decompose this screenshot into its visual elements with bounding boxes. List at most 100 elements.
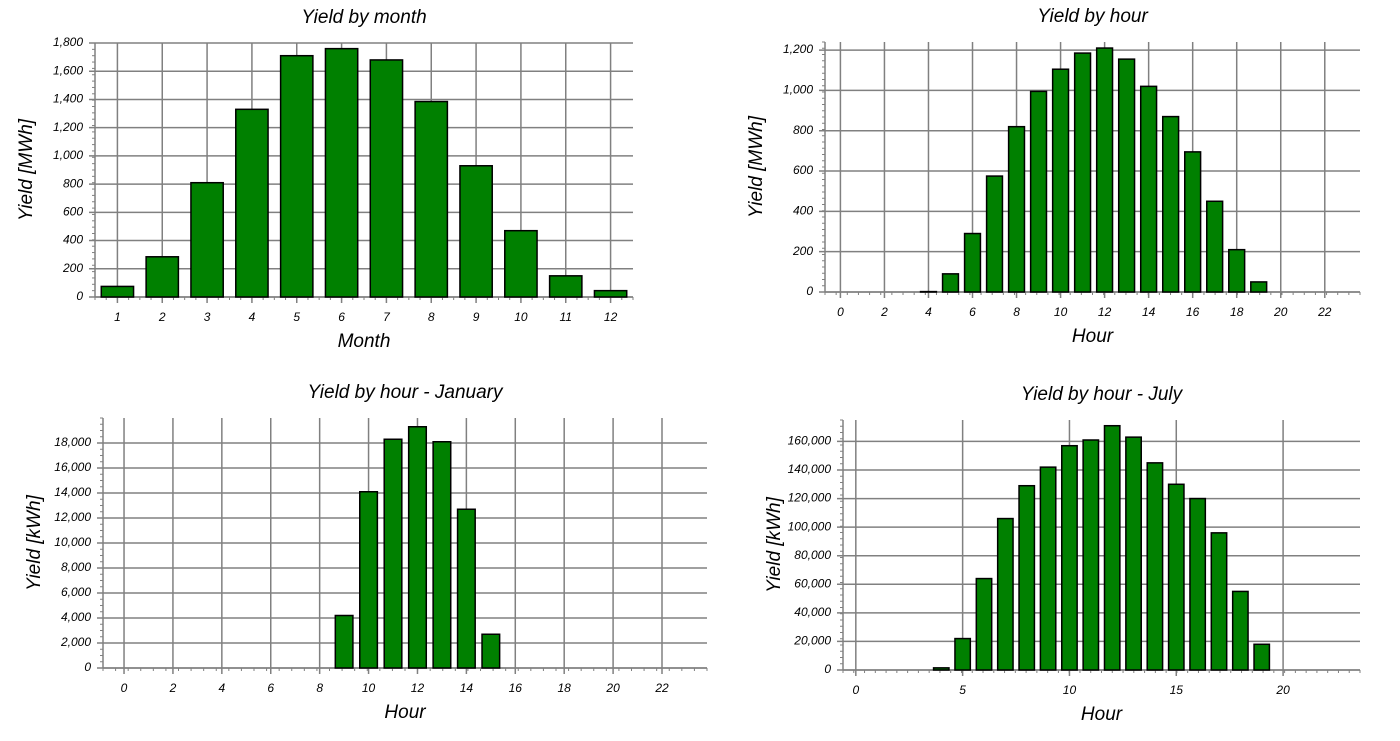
x-tick-label: 14 — [1142, 305, 1156, 319]
x-axis-label: Month — [338, 331, 391, 352]
y-tick-label: 140,000 — [788, 462, 832, 476]
bar — [1139, 85, 1158, 293]
y-tick-label: 400 — [793, 204, 813, 218]
x-tick-label: 6 — [267, 681, 274, 695]
x-tick-label: 8 — [1013, 305, 1020, 319]
y-tick-label: 0 — [84, 660, 91, 674]
y-tick-label: 1,200 — [783, 42, 813, 56]
x-tick-label: 4 — [218, 681, 225, 695]
x-tick-label: 7 — [383, 310, 391, 324]
bar — [334, 614, 354, 669]
bar — [1167, 483, 1185, 671]
x-tick-label: 12 — [411, 681, 425, 695]
y-tick-label: 600 — [63, 205, 83, 219]
y-axis-label: Yield [MWh] — [16, 118, 37, 221]
bar — [190, 181, 224, 298]
y-axis-label: Yield [MWh] — [746, 115, 767, 218]
bar — [1039, 466, 1057, 671]
y-axis-label: Yield [kWh] — [764, 496, 785, 592]
y-tick-label: 1,600 — [53, 63, 83, 77]
x-tick-label: 10 — [1054, 305, 1068, 319]
y-tick-label: 0 — [76, 289, 83, 303]
x-tick-label: 10 — [1063, 683, 1077, 697]
y-tick-label: 60,000 — [794, 576, 831, 590]
bar — [1117, 58, 1136, 293]
bar — [481, 633, 501, 669]
y-tick-label: 0 — [824, 662, 831, 676]
bar — [1018, 484, 1036, 671]
x-tick-label: 3 — [204, 310, 211, 324]
y-tick-label: 600 — [793, 163, 813, 177]
y-tick-label: 0 — [806, 284, 813, 298]
bar — [407, 426, 428, 669]
x-tick-label: 12 — [1098, 305, 1112, 319]
bar — [1206, 200, 1224, 293]
x-tick-label: 2 — [880, 305, 888, 319]
chart-title: Yield by hour - January — [307, 382, 504, 403]
x-tick-label: 0 — [852, 683, 859, 697]
y-tick-label: 160,000 — [788, 434, 832, 448]
y-tick-label: 100,000 — [788, 519, 832, 533]
x-tick-label: 22 — [654, 681, 669, 695]
x-tick-label: 1 — [114, 310, 121, 324]
y-tick-label: 200 — [792, 244, 813, 258]
bar — [383, 438, 403, 669]
bar — [1210, 532, 1228, 671]
bar — [1103, 424, 1121, 671]
x-tick-label: 9 — [473, 310, 480, 324]
x-axis-label: Hour — [384, 702, 426, 723]
x-axis-label: Hour — [1081, 704, 1123, 725]
bar — [100, 285, 135, 298]
x-tick-label: 2 — [169, 681, 177, 695]
bar — [459, 165, 493, 298]
y-tick-label: 4,000 — [61, 610, 91, 624]
x-tick-label: 20 — [605, 681, 620, 695]
y-tick-label: 18,000 — [54, 435, 91, 449]
y-tick-label: 80,000 — [794, 548, 831, 562]
x-tick-label: 6 — [338, 310, 345, 324]
x-tick-label: 5 — [959, 683, 966, 697]
bar — [1231, 590, 1249, 671]
y-tick-label: 1,000 — [53, 148, 83, 162]
y-tick-label: 800 — [793, 123, 813, 137]
bar — [432, 441, 452, 669]
y-tick-label: 20,000 — [793, 634, 831, 648]
y-tick-label: 12,000 — [54, 510, 91, 524]
bar — [504, 229, 538, 298]
x-tick-label: 20 — [1273, 305, 1288, 319]
bar — [975, 577, 993, 671]
x-tick-label: 8 — [428, 310, 435, 324]
x-tick-label: 16 — [1186, 305, 1200, 319]
bar — [1250, 281, 1268, 293]
bar — [1125, 436, 1142, 671]
y-tick-label: 1,200 — [53, 120, 83, 134]
x-tick-label: 14 — [460, 681, 474, 695]
bar — [145, 256, 180, 298]
bar — [954, 637, 972, 671]
bar — [1073, 52, 1092, 293]
x-tick-label: 20 — [1275, 683, 1290, 697]
y-tick-label: 400 — [63, 233, 83, 247]
chart-title: Yield by hour - July — [1021, 384, 1184, 405]
bar — [1161, 115, 1180, 293]
x-tick-label: 2 — [158, 310, 166, 324]
bar — [593, 289, 628, 298]
bar — [456, 508, 476, 669]
x-tick-label: 0 — [837, 305, 844, 319]
bar — [1095, 47, 1114, 293]
y-tick-label: 8,000 — [61, 560, 91, 574]
chart-title: Yield by hour — [1037, 6, 1148, 27]
y-tick-label: 1,400 — [53, 92, 83, 106]
y-tick-label: 1,800 — [53, 35, 83, 49]
y-tick-label: 16,000 — [54, 460, 91, 474]
y-axis-label: Yield [kWh] — [24, 494, 45, 590]
bar — [1189, 497, 1207, 671]
x-tick-label: 8 — [316, 681, 323, 695]
x-tick-label: 11 — [560, 310, 572, 324]
x-tick-label: 18 — [558, 681, 572, 695]
bar — [279, 54, 314, 298]
x-tick-label: 12 — [604, 310, 618, 324]
bar — [1051, 68, 1070, 293]
chart-title: Yield by month — [301, 7, 426, 28]
bar — [996, 517, 1014, 671]
